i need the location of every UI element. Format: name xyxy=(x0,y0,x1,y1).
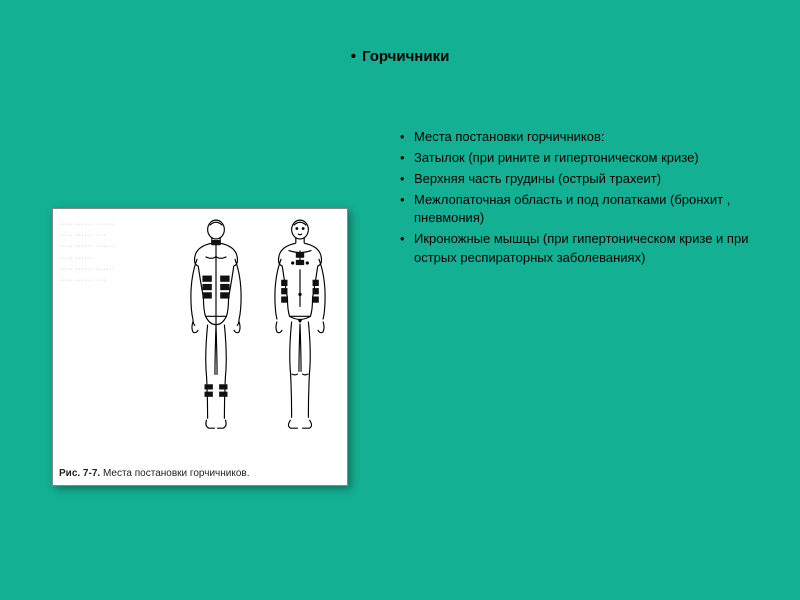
body-back-icon xyxy=(181,217,251,447)
bullet-icon: • xyxy=(400,170,414,189)
list-item: •Верхняя часть грудины (острый трахеит) xyxy=(400,170,780,189)
mustard-patch xyxy=(296,253,304,258)
background-faded-text: ····· ······ ············ ······ ·······… xyxy=(59,219,179,286)
anatomy-figure: ····· ······ ············ ······ ·······… xyxy=(52,208,348,486)
caption-prefix: Рис. 7-7. xyxy=(59,468,100,479)
list-item: •Места постановки горчичников: xyxy=(400,128,780,147)
mustard-patch xyxy=(219,384,227,389)
mustard-patch xyxy=(220,292,229,298)
list-item: •Икроножные мышцы (при гипертоническом к… xyxy=(400,230,780,268)
figure-caption: Рис. 7-7. Места постановки горчичников. xyxy=(59,468,250,479)
bullet-icon: • xyxy=(400,149,414,168)
list-item-text: Затылок (при рините и гипертоническом кр… xyxy=(414,149,780,168)
mustard-patch xyxy=(220,276,229,282)
list-item: •Затылок (при рините и гипертоническом к… xyxy=(400,149,780,168)
mustard-patch xyxy=(202,276,211,282)
bullet-icon: • xyxy=(351,48,356,65)
mustard-patch xyxy=(205,392,213,397)
mustard-patch xyxy=(202,284,211,290)
bullet-icon: • xyxy=(400,128,414,147)
mustard-patch xyxy=(205,384,213,389)
mustard-patch xyxy=(313,296,319,302)
mustard-patch xyxy=(296,260,304,265)
body-front-icon xyxy=(265,217,335,447)
mustard-patch xyxy=(313,288,319,294)
bullet-icon: • xyxy=(400,191,414,229)
list-item-text: Верхняя часть грудины (острый трахеит) xyxy=(414,170,780,189)
mustard-patch xyxy=(220,284,229,290)
mustard-patch xyxy=(211,240,220,245)
slide-title: • Горчичники xyxy=(220,48,580,65)
mustard-patch xyxy=(202,292,211,298)
caption-text: Места постановки горчичников. xyxy=(103,468,250,479)
list-item-text: Икроножные мышцы (при гипертоническом кр… xyxy=(414,230,780,268)
mustard-patch xyxy=(313,280,319,286)
bullet-list: •Места постановки горчичников:•Затылок (… xyxy=(400,128,780,270)
list-item-text: Места постановки горчичников: xyxy=(414,128,780,147)
list-item: •Межлопаточная область и под лопатками (… xyxy=(400,191,780,229)
mustard-patch xyxy=(281,280,287,286)
mustard-patch xyxy=(219,392,227,397)
bullet-icon: • xyxy=(400,230,414,268)
mustard-patch xyxy=(281,288,287,294)
title-text: Горчичники xyxy=(362,48,449,65)
list-item-text: Межлопаточная область и под лопатками (б… xyxy=(414,191,780,229)
mustard-patch xyxy=(281,296,287,302)
